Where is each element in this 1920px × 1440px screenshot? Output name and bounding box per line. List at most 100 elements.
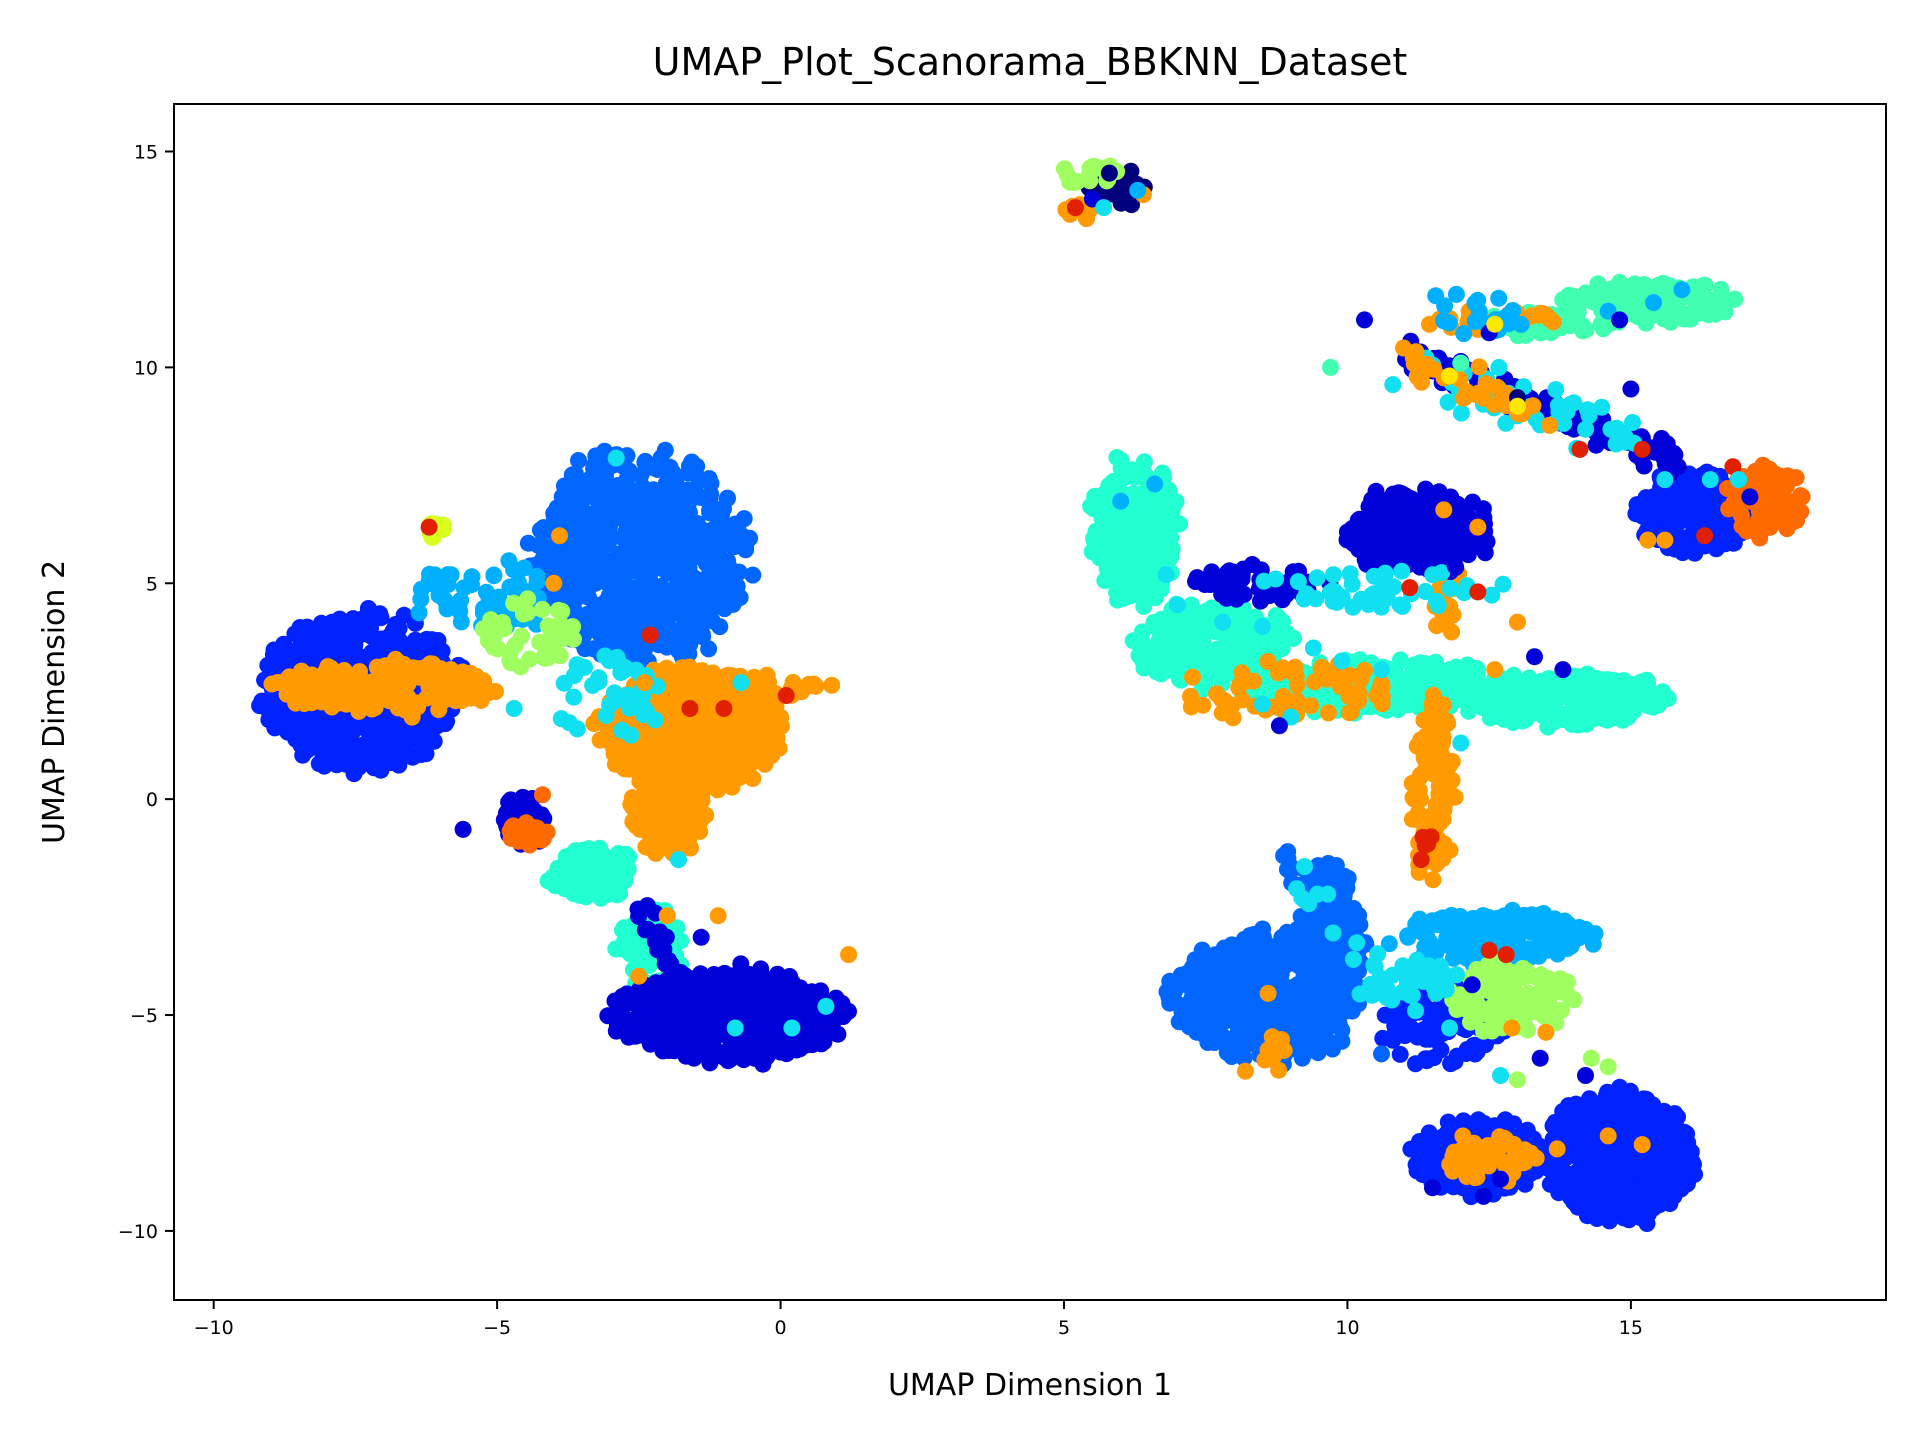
scatter-point: [791, 1040, 809, 1058]
scatter-point: [1133, 498, 1151, 516]
scatter-point: [463, 568, 481, 586]
scatter-point: [1440, 753, 1458, 771]
scatter-point: [1631, 694, 1649, 712]
scatter-point: [744, 566, 762, 584]
scatter-point: [1069, 172, 1087, 190]
scatter-point: [341, 641, 358, 659]
scatter-point: [732, 955, 750, 973]
scatter-point: [754, 1055, 772, 1073]
scatter-point: [1462, 539, 1480, 557]
scatter-point: [703, 670, 720, 688]
scatter-point: [592, 521, 610, 538]
scatter-point: [280, 668, 298, 686]
scatter-point: [652, 452, 669, 470]
scatter-point: [1308, 569, 1326, 587]
scatter-point: [1535, 702, 1553, 720]
scatter-point: [1313, 658, 1331, 676]
scatter-point: [350, 702, 368, 720]
scatter-point: [384, 624, 401, 641]
scatter-point: [674, 770, 692, 788]
scatter-point: [705, 546, 723, 564]
scatter-point: [683, 453, 701, 471]
scatter-point: [1428, 517, 1446, 535]
scatter-point: [1394, 597, 1412, 615]
scatter-point: [680, 522, 698, 540]
scatter-point: [1129, 581, 1147, 599]
scatter-point: [723, 753, 741, 771]
scatter-point: [655, 779, 673, 797]
scatter-point: [666, 714, 684, 732]
scatter-point: [646, 1033, 664, 1051]
scatter-point: [1110, 516, 1127, 534]
scatter-point: [1340, 687, 1358, 705]
scatter-point: [515, 559, 533, 577]
scatter-point: [495, 620, 513, 638]
scatter-point: [1184, 668, 1201, 686]
scatter-point: [694, 591, 712, 609]
scatter-point: [743, 738, 761, 756]
scatter-point: [1368, 687, 1386, 705]
scatter-point: [1405, 656, 1423, 674]
scatter-point: [807, 677, 825, 695]
scatter-point: [514, 605, 532, 623]
scatter-point: [340, 671, 358, 689]
scatter-point: [555, 501, 573, 519]
scatter-point: [461, 675, 479, 693]
scatter-point: [691, 470, 709, 488]
scatter-point: [424, 717, 442, 735]
scatter-point: [315, 757, 333, 775]
scatter-point: [503, 818, 521, 836]
scatter-point: [1278, 624, 1296, 642]
scatter-point: [412, 580, 430, 598]
scatter-point: [452, 591, 470, 609]
scatter-point: [568, 656, 586, 674]
scatter-point: [783, 979, 801, 997]
scatter-point: [1201, 576, 1219, 593]
scatter-point: [597, 601, 615, 619]
scatter-point: [430, 586, 448, 604]
scatter-point: [1324, 592, 1342, 610]
scatter-point: [1423, 744, 1441, 762]
scatter-point: [655, 560, 672, 578]
scatter-point: [323, 672, 341, 690]
scatter-point: [1146, 589, 1164, 607]
scatter-point: [275, 635, 293, 653]
scatter-point: [609, 566, 627, 584]
scatter-point: [613, 623, 631, 641]
scatter-point: [730, 717, 748, 735]
scatter-point: [1259, 653, 1277, 670]
scatter-point: [758, 689, 776, 707]
scatter-point: [294, 746, 312, 764]
scatter-point: [1491, 695, 1509, 713]
scatter-point: [700, 640, 718, 658]
scatter-point: [1410, 781, 1428, 799]
scatter-point: [631, 504, 649, 522]
scatter-point: [678, 495, 696, 513]
scatter-point: [500, 552, 518, 570]
scatter-point: [1267, 607, 1285, 624]
scatter-point: [737, 541, 755, 559]
scatter-point: [368, 715, 386, 733]
scatter-point: [1365, 585, 1383, 603]
scatter-point: [1356, 551, 1374, 569]
scatter-point: [350, 758, 368, 776]
scatter-point: [1609, 677, 1627, 695]
scatter-point: [412, 746, 430, 763]
scatter-point: [599, 1007, 617, 1025]
scatter-point: [1393, 562, 1411, 580]
scatter-point: [1148, 616, 1166, 634]
scatter-point: [1350, 533, 1368, 551]
scatter-point: [720, 557, 738, 575]
scatter-point: [584, 676, 602, 694]
scatter-point: [1100, 477, 1118, 495]
scatter-point: [1137, 518, 1155, 536]
scatter-point: [1582, 672, 1600, 690]
scatter-point: [1415, 711, 1433, 729]
scatter-point: [338, 743, 355, 761]
scatter-point: [639, 759, 657, 776]
scatter-point: [1659, 690, 1677, 707]
scatter-point: [563, 466, 581, 484]
scatter-point: [426, 632, 444, 650]
scatter-point: [675, 562, 693, 580]
